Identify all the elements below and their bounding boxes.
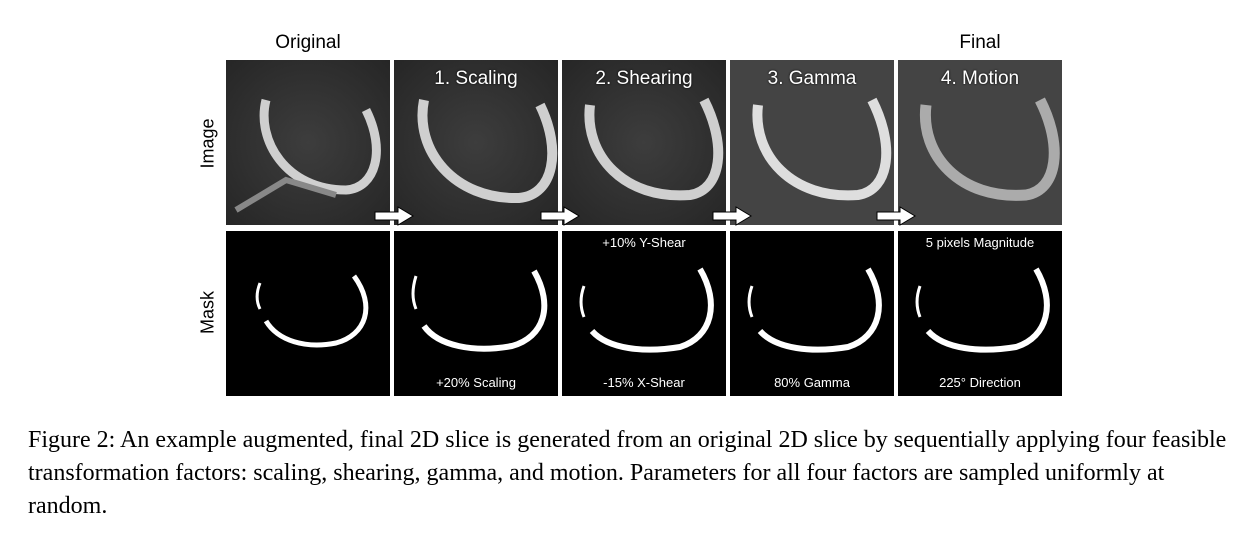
param-bottom: 80% Gamma [774,375,850,390]
segmentation-mask [579,267,714,353]
mri-slice-image [226,60,390,225]
step-label: 2. Shearing [595,68,693,89]
mri-slice-image [730,60,894,225]
right-arrow-icon [876,206,916,226]
param-top: 5 pixels Magnitude [925,235,1035,250]
param-bottom: +20% Scaling [436,375,516,390]
mask-panel-motion: 5 pixels Magnitude 225° Direction [898,231,1062,396]
segmentation-mask [747,267,882,353]
header-final: Final [959,32,1001,53]
image-panel-motion: 4. Motion [898,60,1062,225]
mask-panel-gamma: 80% Gamma [730,231,894,396]
mask-panel-original [226,231,390,396]
row-label-mask: Mask [197,291,218,335]
param-top: +10% Y-Shear [602,235,686,250]
figure-caption: Figure 2: An example augmented, final 2D… [28,427,1227,519]
mri-slice-image [394,60,558,225]
segmentation-mask [255,274,369,348]
row-label-image: Image [197,118,218,169]
image-panel-gamma: 3. Gamma [730,60,894,225]
segmentation-mask [915,267,1050,353]
mask-panel-scaling: +20% Scaling [394,231,558,396]
mask-panel-shearing: +10% Y-Shear -15% X-Shear [562,231,726,396]
step-label: 3. Gamma [767,68,857,89]
mri-slice-image [898,60,1062,225]
right-arrow-icon [540,206,580,226]
step-label: 4. Motion [940,68,1020,89]
header-original: Original [275,32,341,53]
mri-slice-image [562,60,726,225]
image-panel-scaling: 1. Scaling [394,60,558,225]
segmentation-mask [411,269,548,352]
right-arrow-icon [712,206,752,226]
image-panel-original [226,60,390,225]
param-bottom: -15% X-Shear [603,375,685,390]
image-panel-shearing: 2. Shearing [562,60,726,225]
param-bottom: 225° Direction [939,375,1021,390]
right-arrow-icon [374,206,414,226]
step-label: 1. Scaling [434,68,518,89]
